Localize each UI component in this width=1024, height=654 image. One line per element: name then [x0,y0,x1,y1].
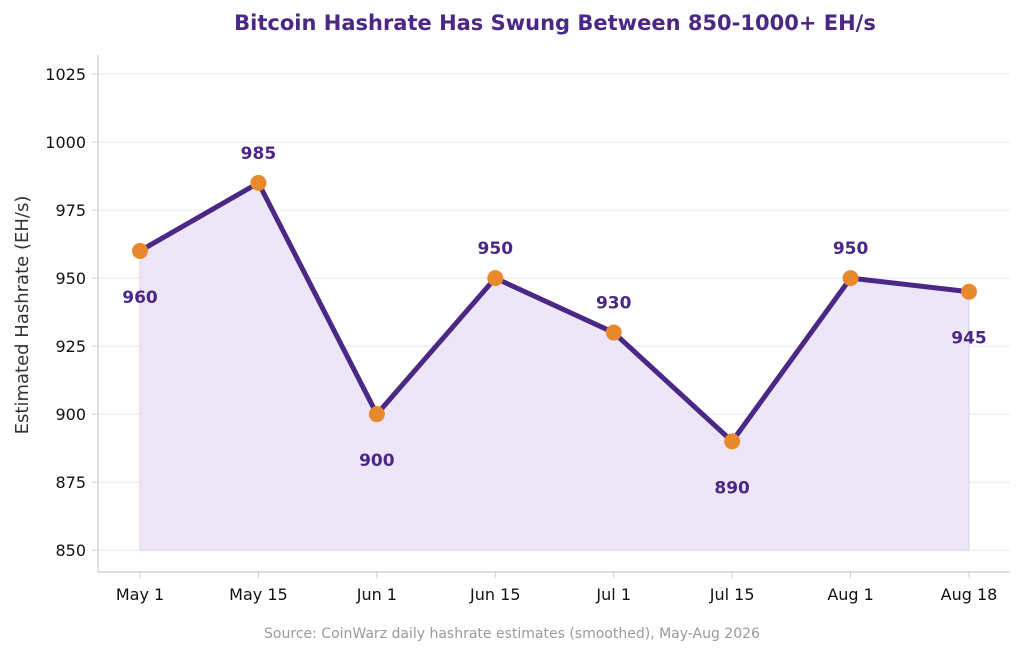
x-tick-label: Jul 15 [709,585,755,604]
series-line [137,180,972,444]
y-tick-label: 975 [55,201,86,220]
source-note: Source: CoinWarz daily hashrate estimate… [264,626,760,642]
y-axis: 850 875 900 925 950 975 1000 1025 [45,55,99,572]
x-axis: May 1 May 15 Jun 1 Jun 15 Jul 1 Jul 15 Aug 1 Au… [98,571,1010,604]
data-point [250,174,267,191]
data-point [368,406,385,423]
y-axis-label: Estimated Hashrate (EH/s) [12,196,33,435]
data-label: 950 [833,239,869,259]
area-fill [139,182,970,551]
data-label: 900 [359,451,395,471]
data-point [605,324,622,341]
x-tick-label: May 15 [229,585,288,604]
x-tick-label: Jul 1 [595,585,631,604]
y-tick-label: 900 [55,405,86,424]
chart-title: Bitcoin Hashrate Has Swung Between 850-1… [234,11,876,35]
x-tick-label: Jun 15 [469,585,520,604]
data-label: 960 [122,288,158,308]
data-label: 890 [714,478,750,498]
y-tick-label: 950 [55,269,86,288]
data-point [487,270,504,287]
series-line-path [137,180,972,444]
data-point [842,270,859,287]
data-label: 945 [951,329,987,349]
x-tick-label: Aug 18 [941,585,998,604]
data-points [132,174,977,450]
data-label: 985 [241,144,277,164]
y-tick-label: 850 [55,541,86,560]
data-point [724,433,741,450]
data-point [961,283,977,300]
series-area [139,182,970,551]
y-tick-label: 1000 [45,133,86,152]
x-tick-label: May 1 [116,585,164,604]
x-tick-label: Aug 1 [827,585,874,604]
data-label: 930 [596,294,632,314]
data-point [132,242,148,259]
x-tick-label: Jun 1 [356,585,397,604]
y-tick-label: 875 [55,473,86,492]
data-labels: 960 985 900 950 930 890 950 945 [122,144,987,498]
y-tick-label: 925 [55,337,86,356]
y-tick-label: 1025 [45,65,86,84]
data-label: 950 [478,239,514,259]
